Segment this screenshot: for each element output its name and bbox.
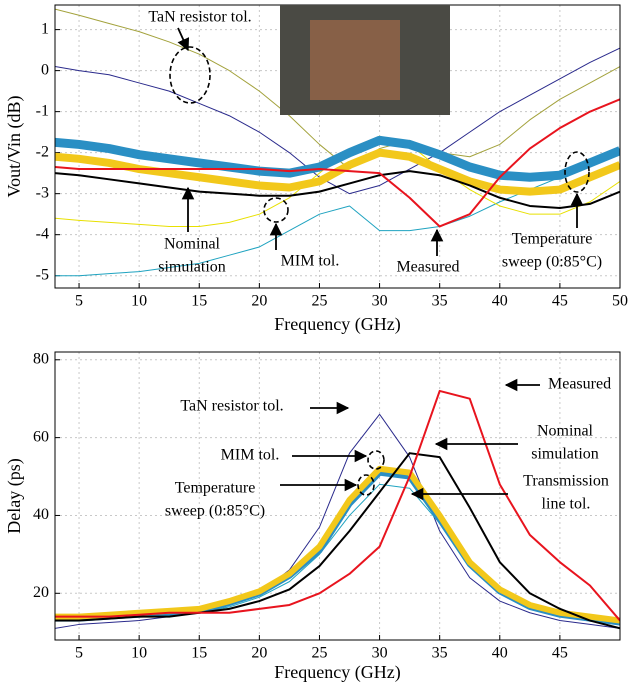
annotation: Transmission [523,473,609,490]
tolerance-ellipse [263,197,289,223]
x-tick-label: 10 [131,645,147,662]
line-series [55,135,620,182]
annotation: MIM tol. [281,253,340,270]
plot-area [55,352,620,640]
series-group [55,389,620,630]
x-tick-label: 40 [492,293,508,310]
annotation: TaN resistor tol. [148,9,251,26]
x-tick-label: 15 [191,293,207,310]
x-tick-label: 20 [251,645,267,662]
tolerance-ellipse [169,46,211,104]
x-axis-label: Frequency (GHz) [274,314,400,335]
x-tick-label: 5 [75,645,83,662]
tolerance-ellipse [367,450,385,470]
x-tick-label: 30 [372,293,388,310]
line-series [55,47,620,195]
y-tick-label: 60 [33,428,49,445]
annotation: simulation [531,446,599,463]
y-axis-label: Delay (ps) [4,458,25,533]
annotation: Measured [548,376,611,393]
x-tick-label: 50 [612,293,628,310]
tolerance-ellipse [357,474,375,496]
annotation: line tol. [542,496,591,513]
x-tick-label: 25 [311,293,327,310]
line-series [55,413,620,629]
x-tick-label: 35 [432,645,448,662]
annotation: Temperature [512,231,593,248]
line-series [55,98,620,228]
x-tick-label: 45 [552,645,568,662]
line-series [55,389,620,622]
annotation: Nominal [164,236,221,253]
y-tick-label: -3 [36,184,49,201]
decor [169,5,590,501]
y-axis-label: Vout/Vin (dB) [4,95,25,197]
line-series [55,452,620,630]
annotation: sweep (0:85°C) [502,254,602,271]
annotation: Temperature [175,480,256,497]
y-tick-label: 0 [41,61,49,78]
annotation: Measured [396,259,459,276]
x-tick-label: 10 [131,293,147,310]
line-series [55,170,620,210]
annotation: simulation [158,259,226,276]
x-tick-label: 45 [552,293,568,310]
x-tick-label: 25 [311,645,327,662]
y-tick-label: 40 [33,506,49,523]
y-tick-label: -5 [36,266,49,283]
annotation: MIM tol. [221,447,280,464]
y-tick-label: -2 [36,143,49,160]
x-tick-label: 15 [191,645,207,662]
x-tick-label: 35 [432,293,448,310]
x-tick-label: 40 [492,645,508,662]
arrow [177,27,190,52]
plot-frame [54,351,621,641]
tolerance-ellipse [564,151,590,193]
inset-detail [310,20,400,100]
series-group [55,8,620,277]
y-tick-label: 1 [41,20,49,37]
annotation: sweep (0:85°C) [165,503,265,520]
line-series [55,465,620,624]
y-tick-label: 80 [33,350,49,367]
y-tick-label: 20 [33,584,49,601]
x-tick-label: 5 [75,293,83,310]
x-axis-label: Frequency (GHz) [274,662,400,683]
x-tick-label: 30 [372,645,388,662]
annotation: TaN resistor tol. [180,398,283,415]
y-tick-label: -1 [36,102,49,119]
annotation: Nominal [537,423,594,440]
y-tick-label: -4 [36,225,49,242]
x-tick-label: 20 [251,293,267,310]
